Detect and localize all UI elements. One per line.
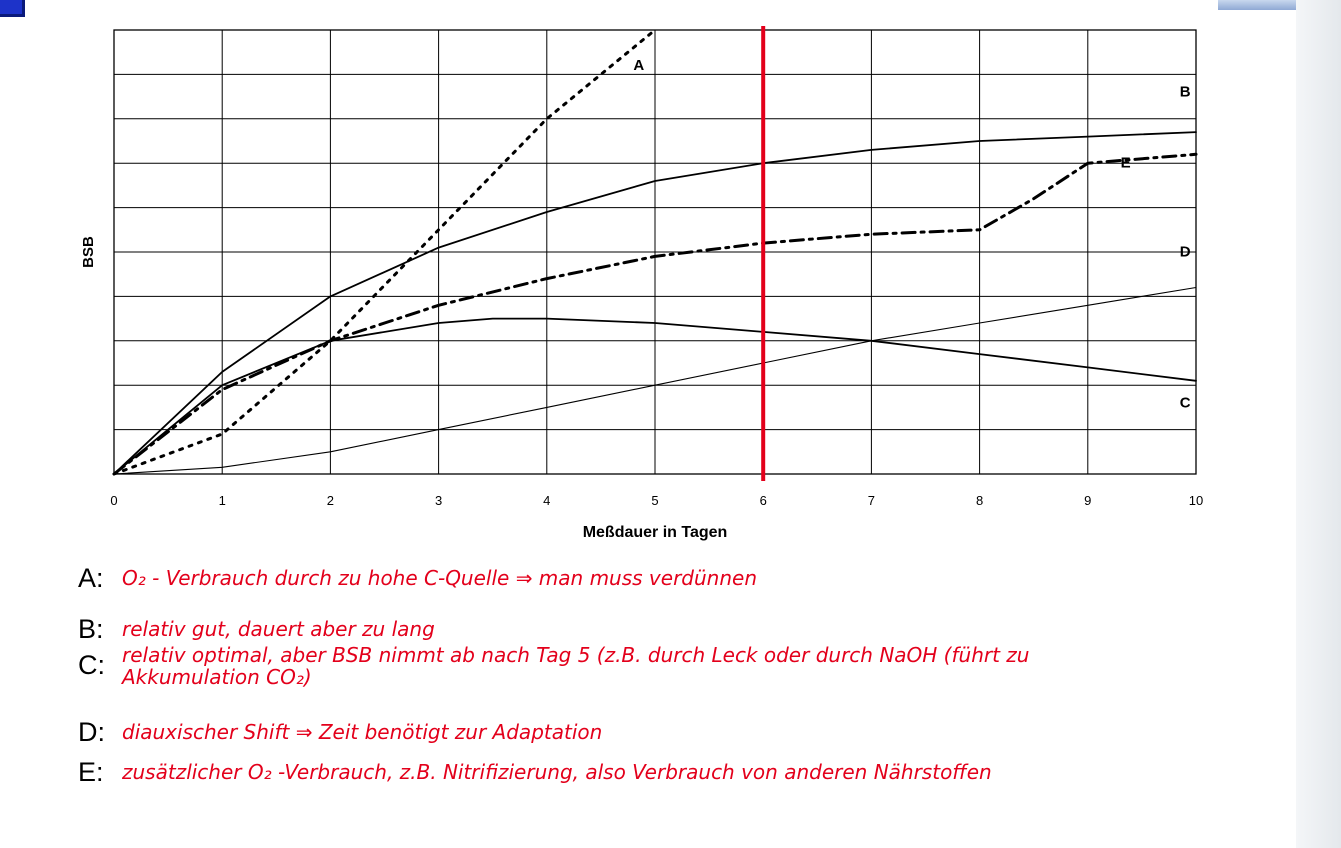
x-tick-label: 8	[976, 493, 983, 508]
x-tick-label: 9	[1084, 493, 1091, 508]
note-letter: A:	[78, 563, 104, 593]
note-text: relativ optimal, aber BSB nimmt ab nach …	[122, 643, 1030, 689]
series-a-line	[112, 28, 657, 476]
note-letter: B:	[78, 614, 104, 644]
window-title-bar-fragment	[1218, 0, 1296, 10]
series-label-a: A	[633, 57, 644, 74]
x-tick-label: 7	[868, 493, 875, 508]
series-label-e: E	[1121, 155, 1131, 172]
note-text: zusätzlicher O₂ -Verbrauch, z.B. Nitrifi…	[122, 760, 992, 784]
series-label-d: D	[1180, 243, 1191, 260]
window-corner-icon	[0, 0, 25, 17]
note-letter: C:	[78, 650, 105, 680]
x-tick-label: 2	[327, 493, 334, 508]
note-c: C: relativ optimal, aber BSB nimmt ab nac…	[78, 640, 1198, 700]
series-b-line	[113, 131, 1197, 475]
note-e: E: zusätzlicher O₂ -Verbrauch, z.B. Nitri…	[78, 757, 1198, 827]
plot-frame	[113, 29, 1197, 475]
chart-grid	[114, 30, 1196, 474]
series-label-b: B	[1180, 84, 1191, 101]
series-e-line	[112, 152, 1198, 476]
note-text: relativ gut, dauert aber zu lang	[122, 617, 435, 641]
x-tick-label: 3	[435, 493, 442, 508]
x-tick-label: 6	[760, 493, 767, 508]
x-tick-label: 1	[219, 493, 226, 508]
series-d-line	[113, 286, 1197, 475]
x-tick-label: 4	[543, 493, 550, 508]
chart: A B E D C 0 1 2 3 4 5 6 7 8 9 10 Meßdauer in Tagen BSB	[80, 26, 1203, 541]
x-tick-label: 0	[110, 493, 117, 508]
note-text: diauxischer Shift ⇒ Zeit benötigt zur Ad…	[122, 720, 603, 744]
note-d: D: diauxischer Shift ⇒ Zeit benötigt zur …	[78, 717, 602, 751]
note-b: B: relativ gut, dauert aber zu lang	[78, 614, 435, 648]
series-layer	[112, 28, 1198, 476]
x-tick-label: 5	[651, 493, 658, 508]
labels-layer: A B E D C	[633, 57, 1190, 411]
y-axis-label: BSB	[80, 236, 97, 268]
note-letter: D:	[78, 717, 105, 747]
series-label-c: C	[1180, 394, 1191, 411]
tick-labels: 0 1 2 3 4 5 6 7 8 9 10	[110, 493, 1203, 508]
side-panel	[1296, 0, 1341, 848]
x-axis-label: Meßdauer in Tagen	[583, 524, 728, 541]
note-a: A: O₂ - Verbrauch durch zu hohe C-Quelle …	[78, 563, 757, 597]
note-letter: E:	[78, 757, 104, 787]
note-text: O₂ - Verbrauch durch zu hohe C-Quelle ⇒ …	[122, 566, 757, 590]
x-tick-label: 10	[1189, 493, 1203, 508]
